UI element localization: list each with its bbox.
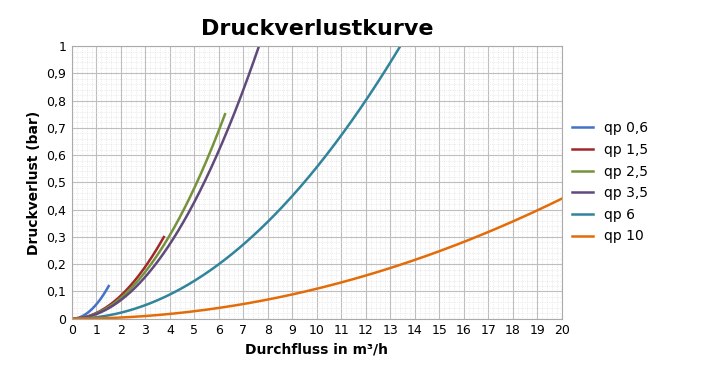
qp 1,5 (122, 288, 131, 292)
qp 1,5 (160, 235, 168, 239)
qp 3,5 (68, 316, 76, 321)
qp 1,5 (68, 316, 76, 321)
Y-axis label: Druckverlust (bar): Druckverlust (bar) (27, 110, 41, 255)
qp 0,6 (68, 316, 76, 321)
qp 6 (95, 314, 104, 319)
qp 0,6 (89, 305, 98, 310)
qp 6 (179, 286, 187, 290)
qp 6 (395, 45, 404, 49)
X-axis label: Durchfluss in m³/h: Durchfluss in m³/h (246, 343, 388, 357)
qp 3,5 (190, 199, 199, 204)
Line: qp 3,5: qp 3,5 (72, 46, 259, 319)
qp 3,5 (194, 192, 202, 197)
qp 10 (358, 275, 366, 279)
qp 3,5 (218, 140, 227, 144)
qp 3,5 (255, 44, 264, 48)
qp 2,5 (161, 240, 170, 245)
qp 2,5 (68, 316, 77, 321)
qp 2,5 (68, 316, 76, 321)
qp 2,5 (207, 149, 215, 153)
qp 2,5 (158, 245, 167, 249)
qp 1,5 (145, 258, 153, 263)
qp 0,6 (101, 290, 109, 294)
Line: qp 1,5: qp 1,5 (72, 237, 164, 319)
qp 10 (359, 274, 368, 278)
qp 1,5 (68, 316, 76, 321)
qp 3,5 (240, 86, 248, 91)
Legend: qp 0,6, qp 1,5, qp 2,5, qp 3,5, qp 6, qp 10: qp 0,6, qp 1,5, qp 2,5, qp 3,5, qp 6, qp… (567, 116, 654, 249)
qp 6 (241, 240, 250, 245)
Line: qp 10: qp 10 (72, 199, 562, 319)
qp 10 (367, 271, 376, 276)
Title: Druckverlustkurve: Druckverlustkurve (201, 19, 433, 39)
qp 2,5 (197, 171, 205, 176)
qp 1,5 (151, 249, 160, 254)
Line: qp 0,6: qp 0,6 (72, 286, 109, 319)
qp 10 (557, 197, 566, 201)
qp 2,5 (159, 244, 168, 248)
qp 6 (68, 316, 76, 321)
qp 0,6 (104, 284, 113, 288)
qp 1,5 (122, 288, 130, 292)
qp 10 (511, 218, 520, 222)
qp 3,5 (201, 178, 210, 182)
Line: qp 6: qp 6 (72, 47, 400, 319)
qp 0,6 (89, 305, 98, 310)
qp 0,6 (99, 293, 107, 298)
qp 10 (69, 316, 78, 321)
Line: qp 2,5: qp 2,5 (72, 114, 225, 319)
qp 10 (68, 316, 76, 321)
qp 6 (145, 301, 153, 306)
qp 2,5 (221, 112, 230, 117)
qp 1,5 (124, 286, 132, 290)
qp 3,5 (183, 213, 192, 217)
qp 10 (480, 231, 489, 236)
qp 6 (268, 215, 276, 220)
qp 0,6 (68, 316, 76, 321)
qp 0,6 (90, 304, 99, 309)
qp 6 (333, 138, 341, 143)
